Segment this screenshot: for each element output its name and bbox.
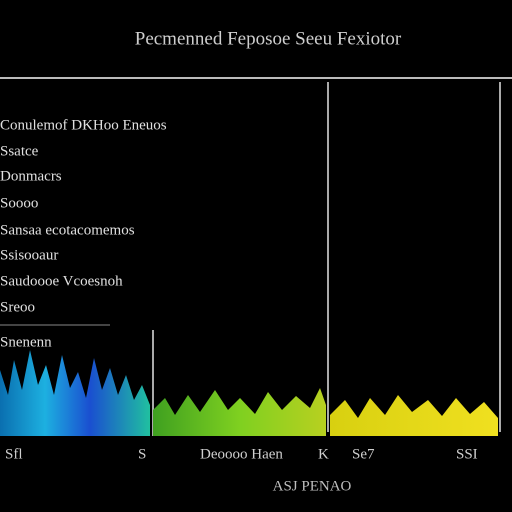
list-item: Snenenn bbox=[0, 334, 52, 350]
title: Pecmenned Feposoe Seeu Fexiotor bbox=[135, 28, 402, 49]
bottom-label: S bbox=[138, 446, 146, 462]
flame-yellow bbox=[330, 395, 498, 436]
list-item: Ssisooaur bbox=[0, 247, 58, 263]
flame-green bbox=[153, 388, 326, 436]
bottom-label: Sfl bbox=[5, 446, 23, 462]
bottom-label: Deoooo Haen bbox=[200, 446, 283, 462]
flame-blue bbox=[0, 350, 150, 436]
bottom-label: SSI bbox=[456, 446, 478, 462]
list-item: Donmacrs bbox=[0, 168, 62, 184]
list-item: Soooo bbox=[0, 195, 38, 211]
list-item: Ssatce bbox=[0, 143, 39, 159]
list-item: Saudoooe Vcoesnoh bbox=[0, 273, 123, 289]
bottom-labels: Sfl S Deoooo Haen K Se7 SSI bbox=[5, 446, 478, 462]
list-item: Sreoo bbox=[0, 299, 35, 315]
item-list: Conulemof DKHoo Eneuos Ssatce Donmacrs Sooo… bbox=[0, 117, 167, 350]
list-item: Conulemof DKHoo Eneuos bbox=[0, 117, 167, 133]
list-item: Sansaa ecotacomemos bbox=[0, 222, 135, 238]
bottom-label: Se7 bbox=[352, 446, 375, 462]
bottom-label: K bbox=[318, 446, 329, 462]
footer: ASJ PENAO bbox=[273, 478, 352, 494]
